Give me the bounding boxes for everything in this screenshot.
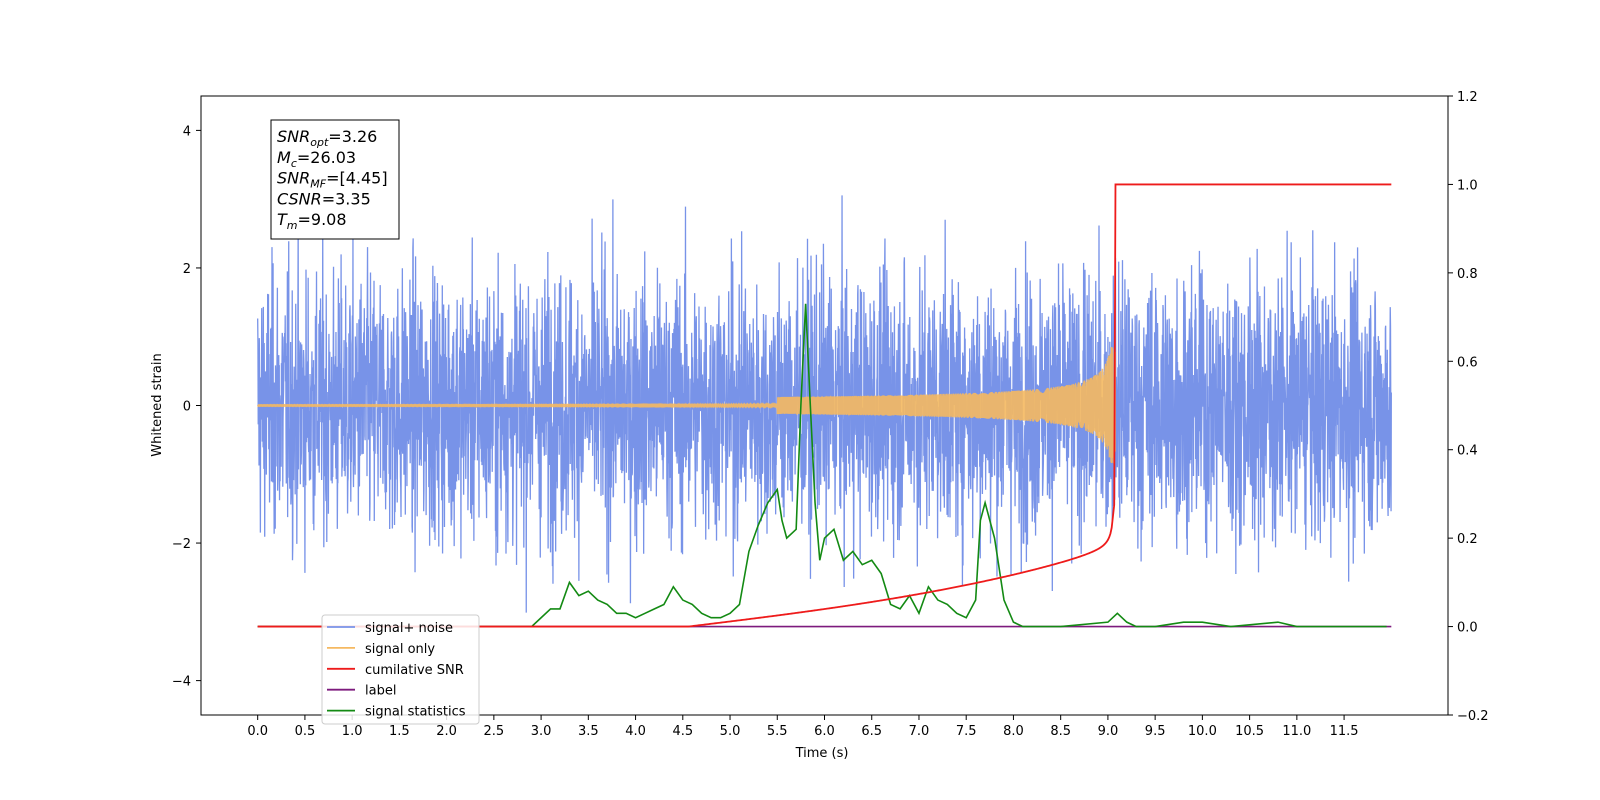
y-tick-label: 4	[183, 124, 191, 139]
legend-label: cumilative SNR	[365, 663, 464, 678]
x-tick-label: 2.5	[484, 724, 505, 739]
legend-label: signal+ noise	[365, 621, 453, 636]
x-tick-label: 11.0	[1282, 724, 1311, 739]
info-box-line: SNRopt=3.26	[277, 127, 377, 149]
info-box-line: Tm=9.08	[277, 210, 347, 232]
legend-label: label	[365, 684, 396, 699]
x-axis: 0.0 0.5 1.0 1.5 2.0 2.5 3.0 3.5 4.0 4.5 5.0 5.5 6.0 6…	[247, 715, 1359, 739]
x-tick-label: 8.5	[1050, 724, 1071, 739]
x-tick-label: 7.5	[956, 724, 977, 739]
info-box: SNRopt=3.26Mc=26.03SNRMF=[4.45]CSNR=3.35…	[270, 119, 400, 240]
y-tick-label: 0	[183, 400, 191, 415]
y2-tick-label: 0.8	[1457, 267, 1478, 282]
x-tick-label: 10.0	[1188, 724, 1217, 739]
x-tick-label: 1.5	[389, 724, 410, 739]
legend-frame	[321, 614, 480, 725]
x-tick-label: 5.0	[720, 724, 741, 739]
series-signal-only	[257, 347, 1116, 464]
x-tick-label: 8.0	[1003, 724, 1024, 739]
y2-tick-label: 1.0	[1457, 178, 1478, 193]
x-tick-label: 4.5	[672, 724, 693, 739]
legend-label: signal only	[365, 642, 435, 657]
x-tick-label: 11.5	[1330, 724, 1359, 739]
x-tick-label: 0.5	[295, 724, 316, 739]
x-tick-label: 9.0	[1098, 724, 1119, 739]
y-axis-label: Whitened strain	[150, 353, 165, 456]
legend: signal+ noise signal only cumilative SNR la…	[321, 614, 480, 725]
y2-tick-label: 0.2	[1457, 532, 1478, 547]
x-tick-label: 10.5	[1235, 724, 1264, 739]
x-tick-label: 5.5	[767, 724, 788, 739]
x-tick-label: 3.0	[531, 724, 552, 739]
y-axis-right: −0.2 0.0 0.2 0.4 0.6 0.8 1.0 1.2	[1448, 90, 1489, 724]
x-tick-label: 2.0	[436, 724, 457, 739]
x-tick-label: 4.0	[625, 724, 646, 739]
info-box-frame	[270, 119, 400, 240]
y2-tick-label: 0.0	[1457, 621, 1478, 636]
x-tick-label: 0.0	[247, 724, 268, 739]
y-tick-label: −2	[172, 537, 191, 552]
x-tick-label: 6.5	[861, 724, 882, 739]
y2-tick-label: 0.4	[1457, 444, 1478, 459]
y2-tick-label: 1.2	[1457, 90, 1478, 105]
y2-tick-label: 0.6	[1457, 355, 1478, 370]
series-signal-noise	[257, 195, 1392, 613]
x-tick-label: 9.5	[1145, 724, 1166, 739]
info-box-line: SNRMF=[4.45]	[277, 169, 388, 191]
info-box-line: CSNR=3.35	[277, 189, 371, 208]
info-box-line: Mc=26.03	[277, 148, 356, 170]
x-tick-label: 3.5	[578, 724, 599, 739]
series-signal-statistics	[257, 303, 1387, 628]
y-axis-left: −4 −2 0 2 4	[172, 124, 201, 690]
x-tick-label: 1.0	[342, 724, 363, 739]
legend-label: signal statistics	[365, 705, 466, 720]
x-tick-label: 7.0	[909, 724, 930, 739]
y-tick-label: −4	[172, 675, 191, 690]
y-tick-label: 2	[183, 262, 191, 277]
x-axis-label: Time (s)	[795, 746, 849, 761]
x-tick-label: 6.0	[814, 724, 835, 739]
y2-tick-label: −0.2	[1457, 709, 1489, 724]
